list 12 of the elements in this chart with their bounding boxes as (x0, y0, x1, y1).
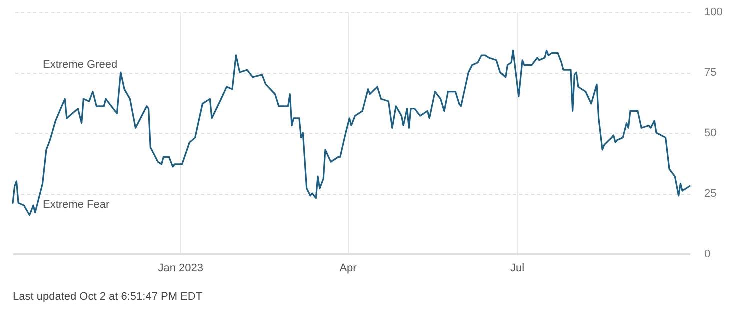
y-tick-label: 75 (704, 67, 717, 79)
y-tick-label: 100 (704, 6, 723, 18)
x-tick-label: Jan 2023 (158, 262, 204, 274)
x-tick-label: Apr (340, 262, 358, 274)
y-tick-label: 25 (704, 188, 717, 200)
annotation: Extreme Fear (43, 199, 110, 211)
text: Last updated Oct 2 at 6:51:47 PM EDT (13, 291, 203, 303)
y-tick-label: 50 (704, 128, 717, 140)
line-series (12, 50, 691, 216)
annotation: Extreme Greed (43, 59, 118, 71)
y-tick-label: 0 (704, 248, 711, 260)
x-tick-label: Jul (510, 262, 525, 274)
